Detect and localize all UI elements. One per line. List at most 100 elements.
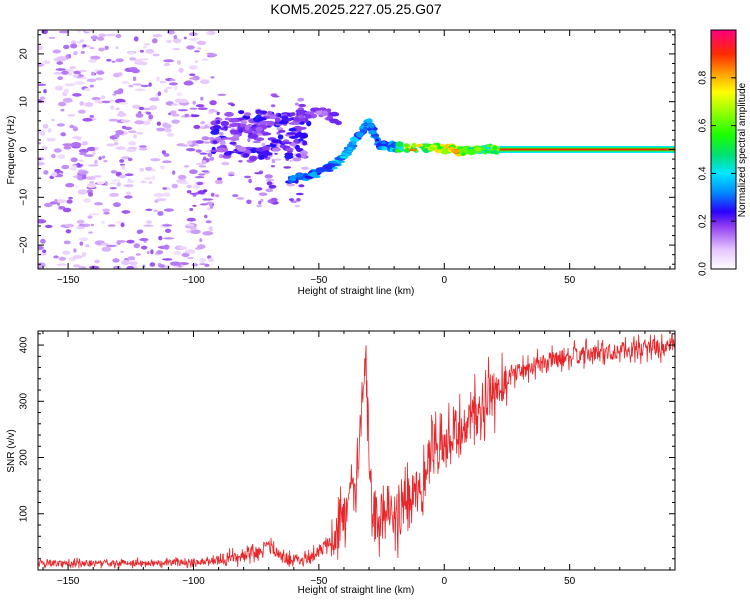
noise-blob — [132, 76, 137, 82]
noise-blob — [178, 67, 184, 73]
noise-blob — [98, 47, 105, 52]
noise-blob — [121, 165, 125, 170]
colorbar: 0.0 0.2 0.4 0.6 0.8 Normalized spectral ampl… — [698, 29, 748, 276]
noise-blob — [139, 145, 147, 149]
noise-blob — [78, 266, 87, 269]
colorbar-tick-label: 0.8 — [698, 70, 709, 84]
noise-blob — [148, 82, 152, 87]
noise-blob — [62, 207, 72, 213]
x-tick-label: −100 — [182, 576, 205, 587]
noise-blob — [174, 245, 182, 251]
signal-blob — [411, 142, 417, 148]
y-tick-label: 100 — [19, 505, 30, 522]
noise-blob — [202, 231, 214, 236]
noise-blob — [103, 159, 108, 163]
noise-blob — [42, 249, 47, 254]
noise-blob — [60, 108, 65, 112]
noise-blob — [53, 71, 63, 75]
noise-blob — [120, 119, 131, 123]
noise-blob — [115, 107, 120, 111]
noise-blob — [125, 191, 131, 195]
noise-blob — [81, 252, 87, 257]
noise-blob — [57, 154, 66, 160]
x-tick-label: −100 — [182, 275, 205, 286]
signal-blob — [403, 143, 410, 148]
y-tick-label: 200 — [19, 449, 30, 466]
noise-blob — [127, 130, 137, 134]
noise-blob — [70, 142, 82, 148]
noise-blob — [177, 109, 188, 112]
noise-blob — [145, 220, 152, 224]
noise-blob — [163, 63, 171, 67]
noise-blob — [104, 181, 108, 187]
noise-blob — [177, 174, 187, 180]
noise-blob — [108, 118, 119, 122]
signal-blob — [292, 142, 297, 147]
noise-blob — [85, 30, 92, 33]
noise-blob — [149, 105, 158, 111]
noise-blob — [94, 159, 98, 165]
signal-blob — [229, 141, 237, 145]
noise-blob — [186, 184, 193, 189]
noise-blob — [169, 110, 177, 114]
noise-blob — [124, 173, 134, 177]
noise-blob — [195, 140, 204, 144]
noise-blob — [145, 48, 155, 54]
noise-blob — [209, 156, 215, 161]
colorbar-gradient — [710, 29, 737, 270]
noise-blob — [156, 76, 160, 82]
y-tick-label: 300 — [19, 393, 30, 410]
noise-blob — [205, 220, 212, 224]
noise-blob — [265, 179, 275, 182]
noise-blob — [138, 58, 149, 61]
noise-blob — [58, 206, 66, 210]
noise-blob — [162, 187, 167, 190]
noise-blob — [142, 46, 147, 49]
noise-blob — [167, 132, 175, 137]
steady-line — [499, 148, 675, 151]
signal-blob — [295, 133, 302, 138]
noise-blob — [87, 215, 93, 219]
signal-blob — [265, 115, 270, 119]
noise-blob — [215, 194, 220, 198]
signal-blob — [289, 135, 297, 139]
noise-blob — [169, 78, 176, 82]
noise-blob — [252, 140, 262, 144]
noise-blob — [193, 124, 201, 129]
noise-blob — [264, 174, 273, 179]
noise-blob — [115, 146, 126, 150]
signal-blob — [244, 146, 253, 150]
noise-blob — [192, 194, 197, 197]
noise-blob — [157, 211, 164, 216]
signal-blob — [315, 169, 323, 174]
noise-blob — [84, 102, 94, 107]
signal-blob — [277, 129, 286, 133]
noise-blob — [173, 35, 178, 40]
noise-blob — [283, 166, 292, 169]
noise-blob — [51, 118, 55, 122]
signal-blob — [492, 145, 498, 150]
noise-blob — [139, 167, 145, 172]
noise-blob — [120, 250, 124, 253]
noise-blob — [57, 76, 63, 80]
noise-blob — [196, 40, 207, 46]
noise-blob — [184, 249, 196, 254]
x-tick-label: −150 — [57, 576, 80, 587]
noise-blob — [176, 60, 181, 65]
signal-blob — [238, 110, 245, 115]
noise-blob — [298, 184, 305, 188]
signal-blob — [220, 120, 229, 127]
noise-blob — [108, 182, 117, 185]
noise-blob — [189, 37, 199, 41]
noise-blob — [256, 204, 262, 208]
signal-blob — [449, 146, 455, 151]
snr-series-line — [38, 333, 675, 569]
signal-blob — [339, 155, 347, 159]
signal-blob — [212, 140, 218, 144]
noise-blob — [270, 165, 275, 168]
noise-blob — [43, 202, 53, 208]
noise-blob — [69, 66, 76, 70]
snr-marks — [38, 333, 675, 569]
noise-blob — [90, 223, 94, 227]
noise-blob — [171, 183, 179, 189]
